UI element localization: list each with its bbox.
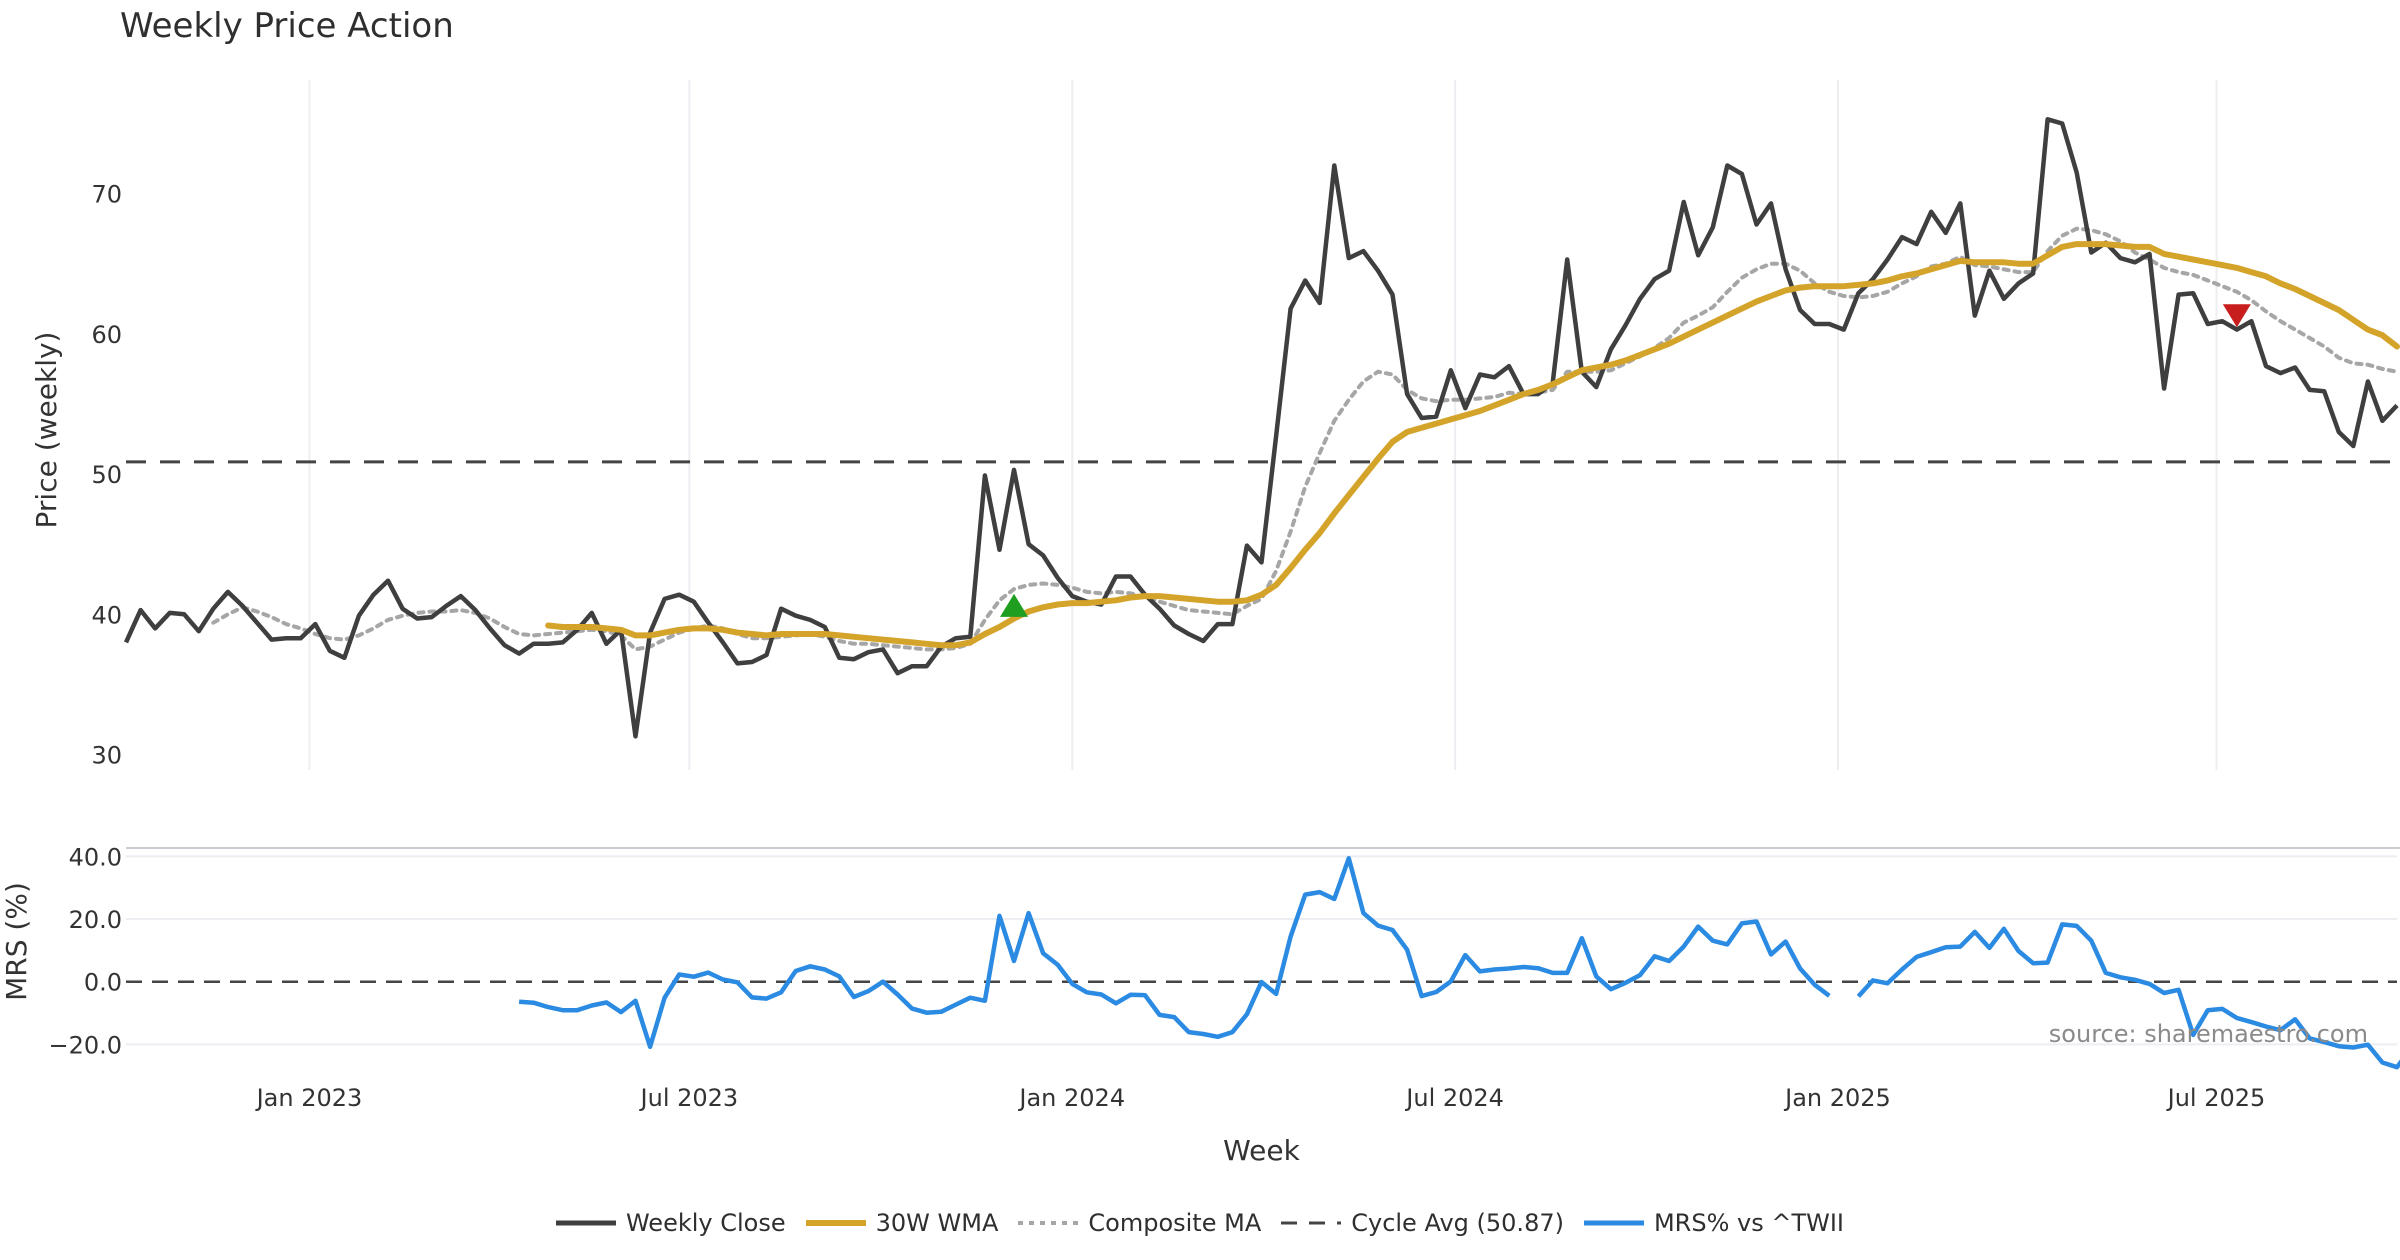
mrs-y-axis-label: MRS (%) <box>0 882 33 1001</box>
legend-swatch-mrs <box>1583 1220 1644 1226</box>
mrs-y-tick-label: 20.0 <box>69 906 122 934</box>
buy-signal-marker <box>1000 593 1029 617</box>
x-tick-label: Jul 2024 <box>1404 1084 1504 1112</box>
legend-swatch-cycle-avg <box>1281 1221 1342 1225</box>
legend-item-mrs: MRS% vs ^TWII <box>1583 1209 1845 1237</box>
chart-title: Weekly Price Action <box>120 6 454 46</box>
mrs-line <box>518 856 2400 1070</box>
price-y-tick-label: 50 <box>91 461 122 489</box>
chart-legend: Weekly Close 30W WMA Composite MA Cycle … <box>0 1209 2400 1237</box>
legend-item-wma: 30W WMA <box>805 1209 999 1237</box>
mrs-y-tick-label: 0.0 <box>84 969 122 997</box>
x-tick-label: Jul 2023 <box>639 1084 739 1112</box>
legend-swatch-composite-ma <box>1018 1221 1079 1225</box>
legend-item-cycle-avg: Cycle Avg (50.87) <box>1281 1209 1564 1237</box>
mrs-y-tick-label: 40.0 <box>69 843 122 871</box>
legend-label: Cycle Avg (50.87) <box>1351 1209 1564 1237</box>
legend-swatch-weekly-close <box>555 1220 616 1226</box>
weekly-close-line <box>123 117 2399 739</box>
legend-label: 30W WMA <box>875 1209 999 1237</box>
wma-30w-line <box>545 241 2400 649</box>
price-y-tick-label: 60 <box>91 321 122 349</box>
mrs-y-tick-label: −20.0 <box>48 1031 122 1059</box>
price-y-tick-label: 30 <box>91 742 122 770</box>
legend-swatch-wma <box>805 1220 866 1226</box>
price-y-tick-label: 70 <box>91 181 122 209</box>
composite-ma-line <box>211 226 2399 652</box>
legend-item-weekly-close: Weekly Close <box>555 1209 786 1237</box>
legend-label: Weekly Close <box>625 1209 786 1237</box>
price-y-axis-label: Price (weekly) <box>30 332 63 529</box>
x-tick-label: Jan 2024 <box>1017 1084 1125 1112</box>
source-note: source: sharemaestro.com <box>2048 1020 2368 1048</box>
legend-label: MRS% vs ^TWII <box>1653 1209 1845 1237</box>
legend-label: Composite MA <box>1088 1209 1262 1237</box>
price-y-tick-label: 40 <box>91 601 122 629</box>
x-tick-label: Jul 2025 <box>2166 1084 2266 1112</box>
x-tick-label: Jan 2025 <box>1783 1084 1891 1112</box>
x-tick-label: Jan 2023 <box>255 1084 363 1112</box>
x-axis-label: Week <box>1223 1134 1300 1167</box>
legend-item-composite-ma: Composite MA <box>1018 1209 1261 1237</box>
sell-signal-marker <box>2222 304 2251 328</box>
